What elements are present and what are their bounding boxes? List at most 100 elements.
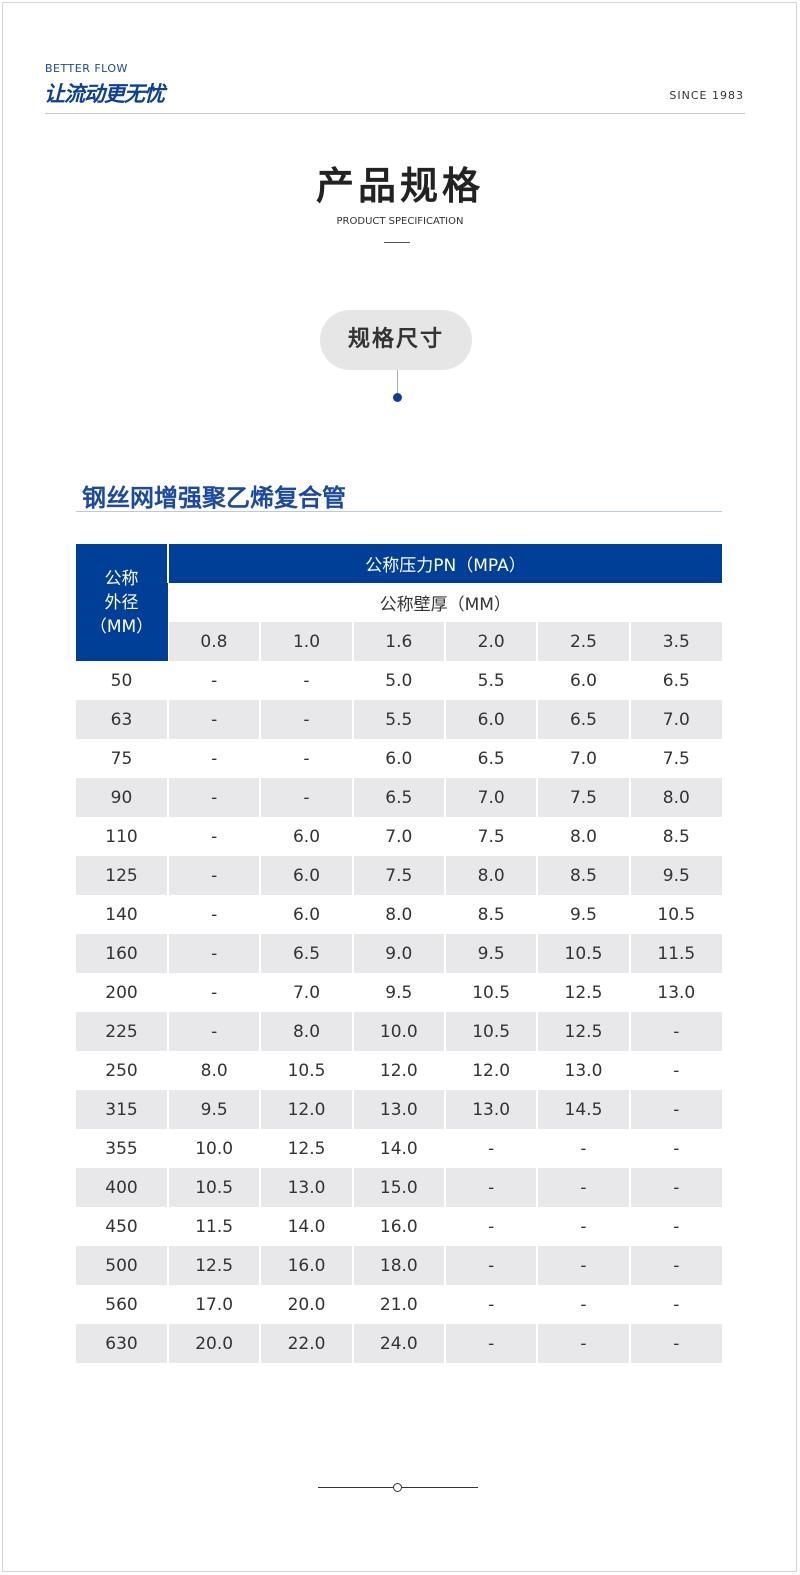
thickness-cell: 6.5 — [443, 739, 538, 778]
thickness-cell: 6.5 — [351, 778, 445, 817]
pressure-cell: 2.0 — [443, 622, 538, 661]
thickness-header: 公称壁厚（MM） — [379, 595, 511, 615]
thickness-cell: 8.0 — [259, 1012, 353, 1051]
thickness-cell: 8.0 — [628, 778, 722, 817]
thickness-cell: 8.0 — [166, 1051, 261, 1090]
diameter-cell: 250 — [105, 1060, 138, 1081]
thickness-cell: 7.0 — [351, 817, 445, 856]
thickness-cell: - — [443, 1129, 538, 1168]
thickness-cell: 12.0 — [351, 1051, 445, 1090]
diameter-cell: 560 — [105, 1294, 138, 1315]
thickness-cell: 6.0 — [259, 856, 353, 895]
thickness-cell: 9.0 — [351, 934, 445, 973]
thickness-cell: 7.5 — [443, 817, 538, 856]
diameter-cell: 50 — [110, 670, 133, 691]
table-row: 63- -5.5 6.0 6.5 7.0 — [76, 700, 722, 739]
thickness-cell: 6.5 — [536, 700, 630, 739]
thickness-cell: 11.5 — [628, 934, 722, 973]
table-row: 250 8.0 10.5 12.0 12.0 13.0- — [76, 1051, 722, 1090]
brand-tagline-en: BETTER FLOW — [45, 62, 128, 75]
thickness-cell: 10.5 — [443, 1012, 538, 1051]
header-divider — [45, 113, 745, 114]
thickness-cell: - — [628, 1168, 722, 1207]
connector-line — [397, 370, 398, 394]
pressure-header: 公称压力PN（MPA） — [167, 544, 722, 583]
thickness-cell: 6.0 — [351, 739, 445, 778]
table-row: 630 20.0 22.0 24.0- - - — [76, 1324, 722, 1363]
spec-table: 公称 外径 （MM） 公称压力PN（MPA） 公称壁厚（MM） 0.8 1.0 1.6 2… — [76, 544, 722, 1363]
thickness-cell: 20.0 — [166, 1324, 261, 1363]
thickness-cell: - — [443, 1168, 538, 1207]
thickness-cell: 12.0 — [259, 1090, 353, 1129]
diameter-cell: 500 — [76, 1246, 168, 1285]
table-row: 200 -7.0 9.5 10.5 12.5 13.0 — [76, 973, 722, 1012]
thickness-cell: 12.5 — [166, 1246, 261, 1285]
connector-dot — [393, 393, 402, 402]
thickness-cell: - — [259, 700, 353, 739]
pressure-cell: 3.5 — [628, 622, 722, 661]
thickness-cell: 15.0 — [351, 1168, 445, 1207]
diameter-cell: 355 — [105, 1138, 138, 1159]
thickness-cell: 13.0 — [536, 1051, 630, 1090]
thickness-cell: 12.5 — [259, 1129, 353, 1168]
diameter-cell: 140 — [105, 904, 138, 925]
table-row: 110 -6.0 7.0 7.5 8.0 8.5 — [76, 817, 722, 856]
thickness-cell: - — [259, 739, 353, 778]
table-row: 450 11.5 14.0 16.0- - - — [76, 1207, 722, 1246]
thickness-cell: 18.0 — [351, 1246, 445, 1285]
thickness-cell: 7.5 — [536, 778, 630, 817]
thickness-cell: - — [166, 856, 261, 895]
diameter-header: 公称 外径 （MM） — [76, 544, 169, 661]
thickness-cell: 5.0 — [351, 661, 445, 700]
section-title: 钢丝网增强聚乙烯复合管 — [82, 484, 346, 512]
thickness-cell: 10.5 — [536, 934, 630, 973]
thickness-cell: - — [536, 1207, 630, 1246]
thickness-cell: - — [443, 1285, 538, 1324]
thickness-cell: 6.5 — [259, 934, 353, 973]
thickness-cell: 8.0 — [443, 856, 538, 895]
thickness-cell: - — [259, 661, 353, 700]
thickness-cell: - — [166, 973, 261, 1012]
thickness-cell: 6.0 — [259, 817, 353, 856]
thickness-cell: 8.5 — [443, 895, 538, 934]
table-row: 75- -6.0 6.5 7.0 7.5 — [76, 739, 722, 778]
thickness-cell: 13.0 — [443, 1090, 538, 1129]
thickness-cell: - — [536, 1129, 630, 1168]
diameter-cell: 125 — [76, 856, 168, 895]
diameter-cell: 90 — [76, 778, 168, 817]
thickness-cell: - — [166, 817, 261, 856]
thickness-cell: 9.5 — [351, 973, 445, 1012]
thickness-cell: 9.5 — [628, 856, 722, 895]
thickness-cell: - — [628, 1324, 722, 1363]
pressure-cell: 0.8 — [168, 622, 261, 661]
thickness-cell: 12.0 — [443, 1051, 538, 1090]
table-row: 500 12.5 16.0 18.0- - - — [76, 1246, 722, 1285]
diameter-cell: 75 — [110, 748, 133, 769]
thickness-cell: - — [443, 1324, 538, 1363]
section-divider — [76, 511, 722, 512]
thickness-cell: 16.0 — [259, 1246, 353, 1285]
thickness-cell: 8.5 — [628, 817, 722, 856]
thickness-cell: 14.0 — [351, 1129, 445, 1168]
thickness-cell: - — [166, 1012, 261, 1051]
diameter-cell: 200 — [105, 982, 138, 1003]
table-row: 225-8.0 10.0 10.5 12.5- — [76, 1012, 722, 1051]
thickness-cell: 13.0 — [259, 1168, 353, 1207]
thickness-cell: - — [536, 1168, 630, 1207]
thickness-cell: 10.0 — [166, 1129, 261, 1168]
thickness-cell: - — [443, 1207, 538, 1246]
table-row: 140 -6.0 8.0 8.5 9.5 10.5 — [76, 895, 722, 934]
table-row: 400 10.5 13.0 15.0- - - — [76, 1168, 722, 1207]
table-row: 50- -5.0 5.5 6.0 6.5 — [76, 661, 722, 700]
thickness-cell: - — [628, 1012, 722, 1051]
title-underline — [384, 242, 410, 243]
thickness-cell: 10.0 — [351, 1012, 445, 1051]
pressure-cell: 1.0 — [259, 622, 353, 661]
diameter-cell: 315 — [76, 1090, 168, 1129]
thickness-cell: 12.5 — [536, 1012, 630, 1051]
footer-line-right — [402, 1487, 478, 1488]
table-row: 315 9.5 12.0 13.0 13.0 14.5- — [76, 1090, 722, 1129]
thickness-cell: 22.0 — [259, 1324, 353, 1363]
thickness-cell: 8.0 — [351, 895, 445, 934]
diameter-cell: 160 — [76, 934, 168, 973]
